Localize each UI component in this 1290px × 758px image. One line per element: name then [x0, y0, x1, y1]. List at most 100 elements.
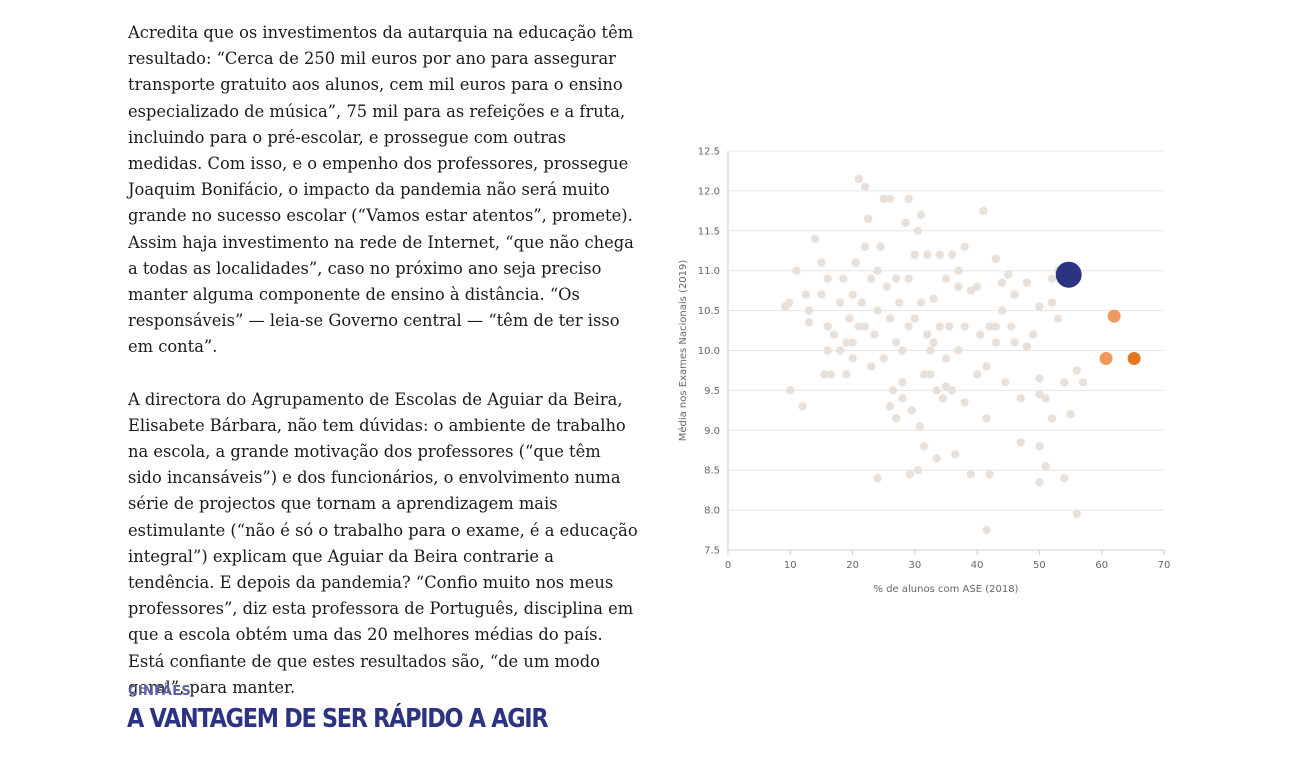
- school-point[interactable]: [823, 274, 832, 283]
- school-point[interactable]: [1072, 366, 1081, 375]
- school-point[interactable]: [901, 218, 910, 228]
- school-point[interactable]: [1053, 314, 1063, 323]
- highlight-point-light-orange[interactable]: [1107, 309, 1121, 323]
- school-point[interactable]: [835, 346, 845, 355]
- school-point[interactable]: [898, 378, 907, 387]
- school-point[interactable]: [885, 402, 895, 411]
- school-point[interactable]: [867, 362, 876, 371]
- school-point[interactable]: [991, 338, 1001, 347]
- school-point[interactable]: [948, 386, 957, 395]
- school-point[interactable]: [1035, 302, 1044, 311]
- school-point[interactable]: [954, 346, 963, 355]
- school-point[interactable]: [982, 414, 991, 423]
- school-point[interactable]: [1010, 338, 1019, 347]
- school-point[interactable]: [972, 282, 982, 291]
- school-point[interactable]: [1035, 477, 1044, 487]
- school-point[interactable]: [891, 274, 901, 283]
- school-point[interactable]: [842, 338, 851, 347]
- highlight-point-large[interactable]: [1055, 261, 1082, 288]
- school-point[interactable]: [879, 354, 888, 363]
- school-point[interactable]: [860, 242, 870, 251]
- school-point[interactable]: [854, 322, 863, 331]
- school-point[interactable]: [829, 330, 839, 339]
- school-point[interactable]: [913, 466, 923, 475]
- school-point[interactable]: [985, 469, 994, 479]
- school-point[interactable]: [1007, 322, 1016, 331]
- school-point[interactable]: [905, 469, 915, 479]
- school-point[interactable]: [823, 322, 832, 331]
- school-point[interactable]: [891, 414, 901, 423]
- school-point[interactable]: [960, 398, 969, 407]
- school-point[interactable]: [835, 298, 845, 307]
- school-point[interactable]: [1022, 342, 1032, 351]
- school-point[interactable]: [920, 442, 929, 451]
- school-point[interactable]: [895, 298, 904, 307]
- school-point[interactable]: [1041, 462, 1050, 471]
- school-point[interactable]: [891, 338, 901, 347]
- school-point[interactable]: [873, 266, 882, 275]
- school-point[interactable]: [882, 282, 892, 291]
- school-point[interactable]: [1078, 378, 1088, 387]
- school-point[interactable]: [1066, 410, 1075, 419]
- school-point[interactable]: [972, 370, 982, 379]
- school-point[interactable]: [997, 306, 1007, 315]
- school-point[interactable]: [823, 346, 832, 355]
- school-point[interactable]: [926, 346, 935, 355]
- school-point[interactable]: [960, 322, 969, 331]
- school-point[interactable]: [876, 242, 885, 251]
- school-point[interactable]: [786, 386, 795, 395]
- school-point[interactable]: [954, 282, 963, 291]
- school-point[interactable]: [804, 306, 814, 315]
- highlight-point-light-orange[interactable]: [1099, 351, 1113, 365]
- school-point[interactable]: [898, 346, 907, 355]
- school-point[interactable]: [1047, 274, 1057, 283]
- school-point[interactable]: [885, 314, 895, 323]
- school-point[interactable]: [916, 210, 926, 220]
- school-point[interactable]: [804, 318, 814, 327]
- school-point[interactable]: [985, 322, 994, 331]
- school-point[interactable]: [854, 174, 863, 184]
- school-point[interactable]: [932, 386, 941, 395]
- school-point[interactable]: [1041, 394, 1050, 403]
- school-point[interactable]: [915, 422, 925, 431]
- school-point[interactable]: [907, 406, 916, 415]
- school-point[interactable]: [817, 290, 826, 299]
- school-point[interactable]: [848, 354, 857, 363]
- school-point[interactable]: [966, 286, 976, 295]
- school-point[interactable]: [1004, 270, 1013, 279]
- school-point[interactable]: [873, 473, 882, 483]
- school-point[interactable]: [839, 274, 848, 283]
- school-point[interactable]: [923, 330, 932, 339]
- school-point[interactable]: [820, 370, 829, 379]
- school-point[interactable]: [979, 206, 988, 216]
- school-point[interactable]: [904, 322, 913, 331]
- school-point[interactable]: [857, 298, 867, 307]
- school-point[interactable]: [870, 330, 879, 339]
- school-point[interactable]: [938, 394, 948, 403]
- school-point[interactable]: [848, 338, 857, 347]
- school-point[interactable]: [801, 290, 811, 299]
- school-point[interactable]: [860, 182, 870, 192]
- school-point[interactable]: [1072, 509, 1081, 519]
- school-point[interactable]: [960, 242, 969, 251]
- school-point[interactable]: [976, 330, 985, 339]
- school-point[interactable]: [944, 322, 954, 331]
- school-point[interactable]: [811, 234, 820, 243]
- school-point[interactable]: [932, 454, 941, 463]
- school-point[interactable]: [997, 278, 1007, 287]
- school-point[interactable]: [873, 306, 882, 315]
- school-point[interactable]: [991, 322, 1001, 331]
- school-point[interactable]: [842, 370, 851, 379]
- school-point[interactable]: [848, 290, 857, 299]
- school-point[interactable]: [817, 258, 826, 267]
- school-point[interactable]: [867, 274, 876, 283]
- school-point[interactable]: [966, 469, 976, 479]
- school-point[interactable]: [935, 322, 944, 331]
- school-point[interactable]: [904, 274, 913, 283]
- school-point[interactable]: [1047, 414, 1057, 423]
- school-point[interactable]: [1060, 378, 1069, 387]
- school-point[interactable]: [910, 250, 920, 259]
- school-point[interactable]: [863, 214, 873, 224]
- school-point[interactable]: [1022, 278, 1032, 287]
- school-point[interactable]: [879, 194, 888, 204]
